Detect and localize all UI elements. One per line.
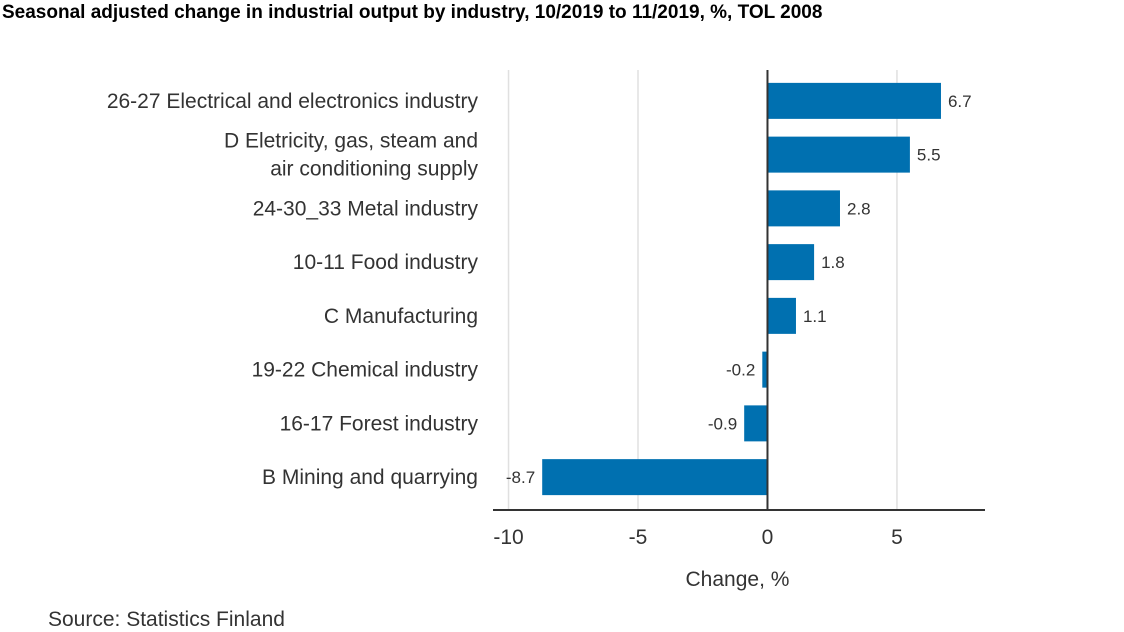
bar [762,351,768,388]
category-label: B Mining and quarrying [262,466,478,489]
bar [767,136,910,173]
bar [542,459,768,496]
category-label: 10-11 Food industry [293,251,479,274]
data-label: 2.8 [847,199,871,218]
data-label: -0.2 [726,361,755,380]
x-tick-label: 0 [762,526,774,549]
category-label: 26-27 Electrical and electronics industr… [107,90,479,113]
category-label: D Eletricity, gas, steam and [224,130,478,153]
data-label: -0.9 [708,414,737,433]
bar [744,405,768,442]
bar [767,190,840,227]
bar [767,244,815,281]
data-label: 1.1 [803,307,827,326]
x-tick-label: 5 [891,526,903,549]
data-label: 6.7 [948,92,972,111]
category-label: C Manufacturing [324,305,478,328]
category-label: 24-30_33 Metal industry [253,197,479,220]
x-axis-label: Change, % [686,568,790,591]
x-tick-label: -10 [493,526,523,549]
x-tick-label: -5 [629,526,648,549]
category-label: 19-22 Chemical industry [252,359,479,382]
category-label: air conditioning supply [270,158,478,181]
data-label: -8.7 [506,468,535,487]
source-note: Source: Statistics Finland [48,608,285,631]
bar [767,82,941,119]
data-label: 1.8 [821,253,845,272]
category-label: 16-17 Forest industry [280,412,479,435]
bar [767,297,796,334]
data-label: 5.5 [917,146,941,165]
chart-title: Seasonal adjusted change in industrial o… [2,2,823,23]
